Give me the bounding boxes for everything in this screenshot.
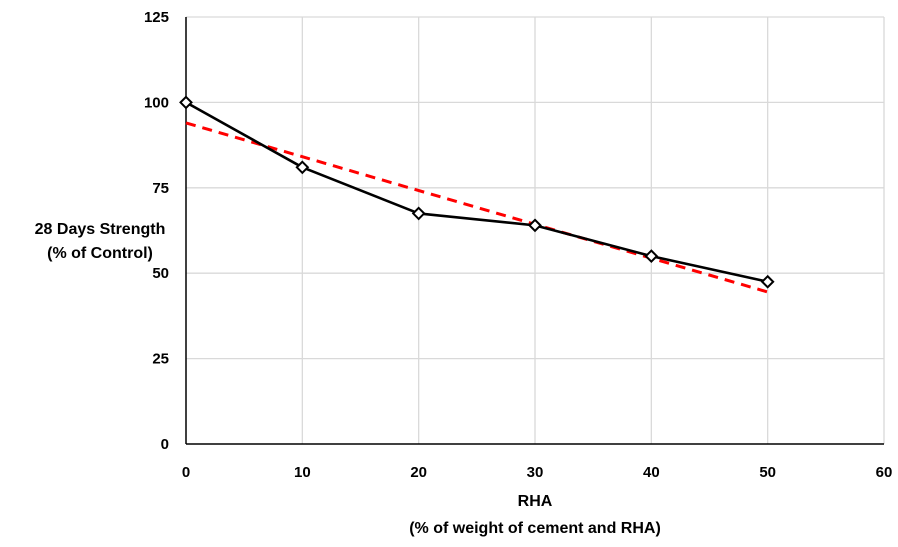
y-axis-title: 28 Days Strength (% of Control) [35, 221, 166, 262]
gridlines [186, 16, 885, 444]
y-tick-label: 125 [144, 9, 169, 26]
x-axis-title: RHA (% of weight of cement and RHA) [409, 493, 661, 537]
y-tick-label: 25 [152, 351, 169, 368]
data-point [644, 249, 659, 264]
y-axis-title-line: (% of Control) [47, 245, 153, 262]
y-axis-title-line: 28 Days Strength [35, 221, 166, 238]
y-tick-label: 50 [152, 265, 169, 282]
data-point [179, 95, 193, 110]
x-axis-title-line: (% of weight of cement and RHA) [409, 520, 661, 537]
x-tick-label: 0 [182, 464, 190, 481]
y-tick-labels: 0 25 50 75 100 125 [144, 9, 169, 453]
x-tick-label: 20 [410, 464, 427, 481]
data-point [528, 218, 542, 233]
data-point [760, 274, 775, 289]
x-tick-label: 30 [527, 464, 544, 481]
x-tick-label: 40 [643, 464, 660, 481]
y-tick-label: 100 [144, 94, 169, 111]
x-tick-label: 10 [294, 464, 311, 481]
data-series [179, 95, 775, 289]
x-axis-title-line: RHA [518, 493, 553, 510]
x-tick-label: 60 [876, 464, 893, 481]
series-line [185, 101, 768, 284]
y-tick-label: 0 [161, 436, 169, 453]
x-tick-label: 50 [759, 464, 776, 481]
trendline [185, 121, 769, 294]
x-tick-labels: 0 10 20 30 40 50 60 [182, 464, 893, 481]
data-point [411, 206, 426, 221]
linear-trendline [185, 121, 769, 294]
y-tick-label: 75 [152, 180, 169, 197]
data-point [295, 160, 310, 175]
axes [185, 17, 884, 445]
